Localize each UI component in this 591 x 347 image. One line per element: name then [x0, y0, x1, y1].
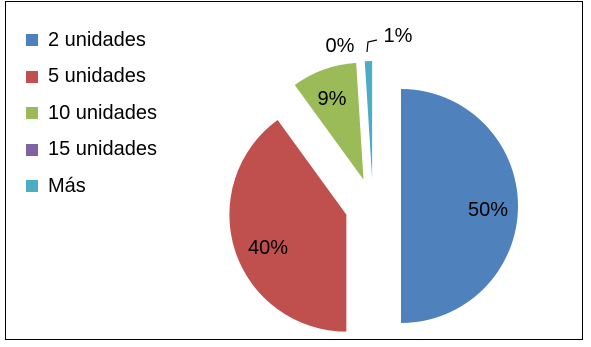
legend-label: 15 unidades: [48, 138, 157, 161]
legend-label: 10 unidades: [48, 101, 157, 124]
legend-item-5-unidades: 5 unidades: [26, 59, 157, 96]
pie-slice-mas: [364, 61, 373, 179]
legend-swatch: [26, 143, 38, 156]
data-label-5-unidades: 40%: [248, 237, 288, 259]
legend-swatch: [26, 34, 38, 47]
legend-swatch: [26, 107, 38, 120]
legend-swatch: [26, 70, 38, 83]
data-label-10-unidades: 9%: [318, 88, 347, 110]
pie-slice-2-unidades: [401, 89, 518, 323]
data-label-2-unidades: 50%: [468, 199, 508, 221]
legend-label: 5 unidades: [48, 65, 146, 88]
legend-item-10-unidades: 10 unidades: [26, 95, 157, 132]
data-label-mas: 1%: [384, 25, 413, 47]
data-label-15-unidades: 0%: [326, 35, 355, 57]
legend-item-2-unidades: 2 unidades: [26, 22, 157, 59]
legend-label: Más: [48, 174, 86, 197]
legend-label: 2 unidades: [48, 28, 146, 51]
legend-item-mas: Más: [26, 168, 157, 205]
leader-line: [366, 39, 378, 53]
chart-legend: 2 unidades 5 unidades 10 unidades 15 uni…: [26, 22, 157, 205]
legend-item-15-unidades: 15 unidades: [26, 132, 157, 169]
pie-slice-5-unidades: [229, 119, 347, 332]
pie-slice-10-unidades: [294, 62, 364, 180]
legend-swatch: [26, 180, 38, 193]
